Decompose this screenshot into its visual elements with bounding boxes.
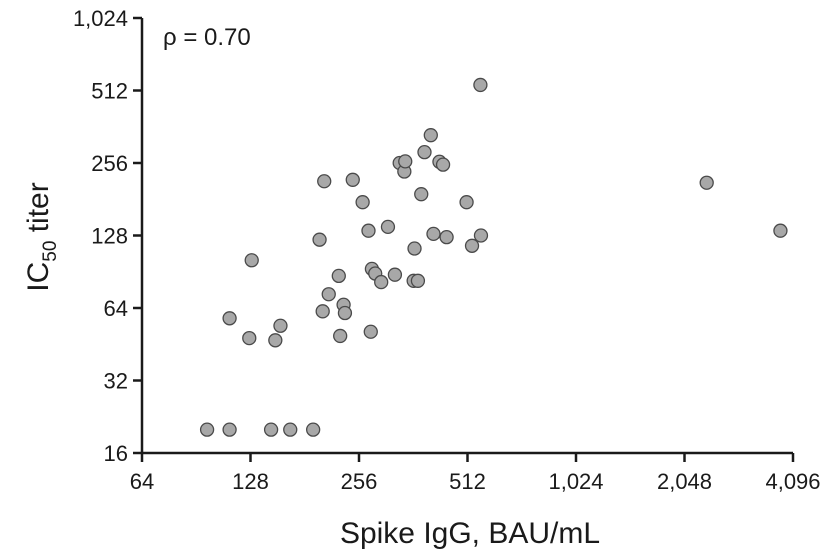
- data-point: [417, 144, 432, 160]
- data-point: [273, 318, 288, 333]
- data-point: [426, 226, 441, 242]
- data-point: [337, 305, 353, 321]
- data-point: [380, 219, 396, 235]
- data-point: [435, 157, 451, 172]
- x-tick-label: 512: [449, 469, 486, 494]
- data-point: [263, 422, 279, 437]
- data-point: [345, 172, 360, 187]
- data-point: [222, 422, 237, 437]
- data-point: [423, 128, 438, 143]
- data-point: [315, 304, 330, 319]
- data-point: [387, 267, 403, 282]
- y-axis-title-rest: titer: [22, 182, 55, 240]
- x-tick-label: 4,096: [765, 469, 820, 494]
- data-point: [244, 253, 259, 268]
- data-point: [439, 229, 454, 245]
- x-tick-label: 128: [232, 469, 269, 494]
- correlation-annotation: ρ = 0.70: [163, 24, 251, 51]
- data-point: [306, 422, 321, 437]
- y-tick-label: 16: [104, 441, 128, 466]
- x-tick-label: 256: [341, 469, 378, 494]
- data-point: [355, 195, 370, 210]
- axes: 16 32 64 128 256 512 1,024 64 128 256 512 1,024 2,04…: [73, 6, 821, 494]
- x-tick-label: 2,048: [657, 469, 712, 494]
- data-point: [473, 228, 489, 243]
- y-axis-title-main: IC: [22, 262, 55, 292]
- data-point: [333, 328, 348, 344]
- y-tick-label: 32: [104, 369, 128, 394]
- data-point: [374, 274, 389, 290]
- y-tick-label: 128: [91, 224, 128, 249]
- data-point: [773, 223, 788, 238]
- data-point: [398, 154, 413, 169]
- data-point: [361, 223, 376, 238]
- y-axis-title-subscript: 50: [40, 241, 61, 262]
- data-point: [699, 175, 714, 190]
- data-point: [459, 195, 474, 210]
- y-axis-title: IC50 titer: [22, 182, 61, 292]
- data-point: [312, 232, 327, 247]
- data-point: [317, 174, 332, 189]
- data-point: [199, 422, 215, 437]
- data-point: [407, 241, 422, 256]
- y-tick-label: 1,024: [73, 6, 128, 31]
- data-point: [321, 287, 336, 302]
- x-tick-label: 64: [130, 469, 154, 494]
- data-points: [199, 77, 788, 437]
- data-point: [410, 273, 426, 288]
- y-tick-label: 512: [91, 79, 128, 104]
- x-axis-title: Spike IgG, BAU/mL: [340, 517, 600, 550]
- y-tick-label: 64: [104, 296, 128, 321]
- data-point: [222, 311, 237, 326]
- data-point: [414, 187, 429, 202]
- data-point: [363, 324, 378, 339]
- data-point: [268, 333, 283, 348]
- x-tick-label: 1,024: [548, 469, 603, 494]
- data-point: [242, 330, 257, 346]
- y-tick-label: 256: [91, 151, 128, 176]
- data-point: [331, 268, 346, 284]
- data-point: [283, 422, 298, 437]
- data-point: [473, 77, 488, 93]
- data-point: [464, 238, 480, 253]
